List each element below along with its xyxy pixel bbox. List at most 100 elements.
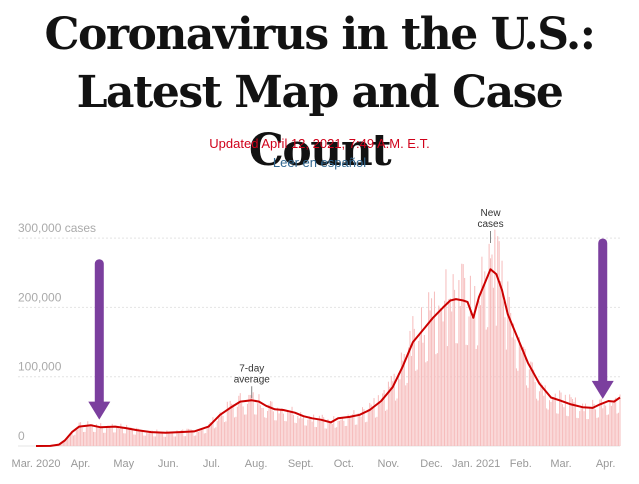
- daily-case-bar: [559, 390, 561, 446]
- daily-case-bar: [557, 413, 559, 446]
- x-tick-label: Jul.: [203, 458, 220, 470]
- daily-case-bar: [241, 402, 243, 446]
- daily-case-bar: [113, 432, 115, 446]
- daily-case-bar: [159, 432, 161, 446]
- daily-case-bar: [117, 426, 119, 446]
- daily-case-bar: [389, 386, 391, 446]
- daily-case-bar: [267, 410, 269, 446]
- daily-case-bar: [561, 404, 563, 446]
- daily-case-bar: [143, 435, 145, 446]
- daily-case-bar: [288, 412, 290, 446]
- daily-case-bar: [420, 307, 423, 446]
- daily-case-bar: [275, 420, 277, 446]
- daily-case-bar: [377, 395, 379, 446]
- daily-case-bar: [59, 443, 61, 446]
- spanish-link[interactable]: Leer en español: [272, 155, 367, 170]
- daily-case-bar: [574, 397, 576, 446]
- daily-case-bar: [426, 361, 428, 446]
- daily-case-bar: [297, 415, 299, 446]
- daily-case-bar: [248, 394, 250, 446]
- daily-case-bar: [406, 382, 408, 446]
- daily-case-bar: [202, 429, 204, 446]
- daily-case-bar: [176, 430, 178, 446]
- daily-case-bar: [409, 330, 411, 446]
- daily-case-bar: [416, 369, 418, 446]
- daily-case-bar: [518, 337, 520, 446]
- daily-case-bar: [140, 431, 142, 446]
- daily-case-bar: [386, 409, 388, 446]
- x-tick-label: Jun.: [158, 458, 179, 470]
- daily-case-bar: [153, 436, 155, 446]
- daily-case-bar: [244, 414, 246, 446]
- daily-case-bar: [87, 421, 89, 446]
- daily-case-bar: [474, 285, 476, 446]
- daily-case-bar: [116, 426, 118, 446]
- daily-case-bar: [321, 414, 323, 446]
- daily-case-bar: [324, 428, 326, 446]
- daily-case-bar: [597, 417, 599, 446]
- daily-case-bar: [160, 431, 162, 446]
- daily-case-bar: [510, 312, 512, 446]
- daily-case-bar: [271, 401, 273, 446]
- daily-case-bar: [536, 398, 538, 446]
- daily-case-bar: [77, 429, 79, 446]
- x-tick-label: Dec.: [420, 458, 443, 470]
- daily-case-bar: [540, 382, 542, 446]
- x-tick-label: Aug.: [245, 458, 268, 470]
- daily-case-bar: [374, 417, 376, 446]
- daily-case-bar: [491, 254, 493, 446]
- daily-case-bar: [477, 345, 479, 446]
- daily-case-bar: [495, 325, 497, 446]
- daily-case-bar: [110, 428, 112, 446]
- daily-case-bar: [272, 411, 274, 446]
- daily-case-bar: [504, 317, 506, 446]
- daily-case-bar: [189, 429, 191, 446]
- daily-case-bar: [126, 424, 128, 446]
- daily-case-bar: [360, 416, 362, 446]
- daily-case-bar: [278, 413, 280, 446]
- daily-case-bar: [400, 352, 402, 446]
- daily-case-bar: [68, 436, 70, 446]
- daily-case-bar: [340, 419, 342, 446]
- daily-case-bar: [298, 418, 300, 446]
- daily-case-bar: [459, 306, 461, 446]
- daily-case-bar: [128, 429, 131, 446]
- daily-case-bar: [291, 406, 293, 446]
- daily-case-bar: [436, 353, 438, 446]
- x-tick-label: Mar.: [550, 458, 571, 470]
- daily-case-bar: [310, 417, 312, 446]
- daily-case-bar: [582, 403, 584, 446]
- daily-case-bar: [569, 394, 571, 446]
- daily-case-bar: [70, 432, 72, 446]
- daily-case-bar: [252, 392, 254, 446]
- daily-case-bar: [428, 292, 430, 446]
- daily-case-bar: [105, 427, 107, 446]
- daily-case-bar: [313, 414, 315, 446]
- daily-case-bar: [376, 416, 378, 446]
- daily-case-bar: [300, 412, 302, 446]
- daily-case-bar: [101, 426, 103, 446]
- x-tick-label: Apr.: [71, 458, 91, 470]
- daily-case-bar: [350, 416, 352, 446]
- daily-case-bar: [379, 401, 381, 446]
- x-tick-label: Nov.: [378, 458, 400, 470]
- daily-case-bar: [169, 432, 171, 446]
- daily-case-bar: [107, 425, 109, 446]
- daily-case-bar: [382, 393, 384, 446]
- daily-case-bar: [385, 410, 387, 446]
- daily-case-bar: [525, 385, 528, 446]
- headline: Coronavirus in the U.S.: Latest Map and …: [0, 6, 639, 180]
- daily-case-bar: [572, 398, 574, 446]
- daily-case-bar: [602, 408, 604, 446]
- daily-case-bar: [441, 309, 443, 446]
- daily-case-bar: [261, 407, 263, 446]
- daily-case-bar: [485, 329, 487, 446]
- daily-case-bar: [356, 424, 358, 446]
- daily-case-bar: [418, 340, 420, 446]
- daily-case-bar: [357, 413, 359, 446]
- y-tick-label: 100,000: [18, 360, 62, 374]
- daily-case-bar: [238, 395, 240, 446]
- daily-case-bar: [362, 407, 364, 446]
- daily-case-bar: [364, 422, 366, 446]
- daily-case-bar: [455, 343, 457, 446]
